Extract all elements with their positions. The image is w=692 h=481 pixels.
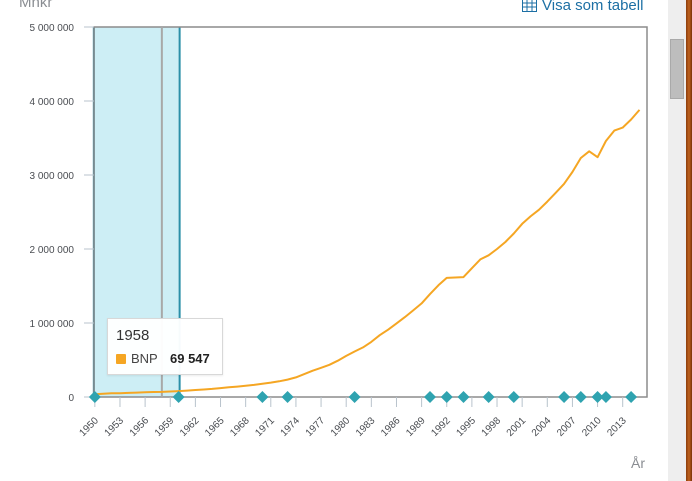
y-axis-unit: Mnkr — [19, 0, 53, 11]
y-tick-label: 3 000 000 — [30, 171, 75, 182]
x-tick-label: 1962 — [178, 415, 202, 439]
x-tick-label: 1989 — [404, 415, 428, 439]
x-tick-label: 1953 — [103, 415, 127, 439]
x-tick-label: 1998 — [480, 415, 504, 439]
x-tick-label: 2010 — [580, 415, 604, 439]
show-as-table-label: Visa som tabell — [542, 0, 644, 14]
x-tick-label: 1968 — [228, 415, 252, 439]
x-tick-label: 1983 — [354, 415, 378, 439]
tooltip-year: 1958 — [116, 327, 150, 344]
y-tick-label: 1 000 000 — [30, 319, 75, 330]
desktop-background-strip — [686, 0, 692, 481]
tooltip-series-name: BNP — [131, 351, 158, 366]
x-tick-label: 2004 — [530, 415, 554, 439]
year-marker-diamond[interactable] — [440, 391, 453, 403]
tooltip-series-swatch — [116, 354, 126, 364]
x-tick-label: 1965 — [203, 415, 227, 439]
x-tick-label: 1986 — [379, 415, 403, 439]
bnp-line-chart[interactable]: 0 1 000 000 2 000 000 3 000 000 4 000 000 5 0… — [0, 0, 668, 481]
year-marker-diamond[interactable] — [423, 391, 436, 403]
series-line-bnp — [94, 109, 641, 396]
year-marker-diamond[interactable] — [172, 391, 185, 403]
x-tick-label: 2013 — [605, 415, 629, 439]
x-tick-label: 1959 — [153, 415, 177, 439]
x-tick-label: 1971 — [253, 415, 277, 439]
x-tick-label: 1995 — [454, 415, 478, 439]
year-marker-diamond[interactable] — [256, 391, 269, 403]
vertical-scrollbar[interactable] — [668, 0, 686, 481]
year-marker-diamond[interactable] — [457, 391, 470, 403]
y-tick-label: 0 — [68, 393, 74, 404]
year-marker-diamond[interactable] — [482, 391, 495, 403]
year-marker-diamond[interactable] — [574, 391, 587, 403]
year-marker-diamond[interactable] — [281, 391, 294, 403]
x-tick-label: 1956 — [128, 415, 152, 439]
hover-tooltip: 1958 BNP 69 547 — [107, 318, 223, 375]
y-tick-label: 4 000 000 — [30, 97, 75, 108]
x-tick-label: 2001 — [505, 415, 529, 439]
scrollbar-thumb[interactable] — [670, 39, 684, 99]
x-tick-label: 1950 — [77, 415, 101, 439]
show-as-table-link[interactable]: Visa som tabell — [522, 0, 643, 14]
x-tick-label: 1992 — [429, 415, 453, 439]
y-tick-label: 2 000 000 — [30, 245, 75, 256]
year-marker-diamond[interactable] — [625, 391, 638, 403]
x-tick-label: 1980 — [329, 415, 353, 439]
x-tick-label: 2007 — [555, 415, 579, 439]
x-tick-label: 1974 — [279, 415, 303, 439]
year-marker-diamond[interactable] — [348, 391, 361, 403]
y-tick-label: 5 000 000 — [30, 23, 75, 34]
x-axis-title: År — [631, 455, 645, 471]
plot-frame — [93, 26, 648, 398]
tooltip-value: 69 547 — [170, 351, 210, 366]
year-marker-diamond[interactable] — [88, 391, 101, 403]
year-marker-diamond[interactable] — [558, 391, 571, 403]
year-marker-diamond[interactable] — [507, 391, 520, 403]
year-marker-diamond[interactable] — [599, 391, 612, 403]
x-tick-label: 1977 — [304, 415, 328, 439]
year-marker-diamond[interactable] — [591, 391, 604, 403]
table-grid-icon — [522, 0, 537, 12]
